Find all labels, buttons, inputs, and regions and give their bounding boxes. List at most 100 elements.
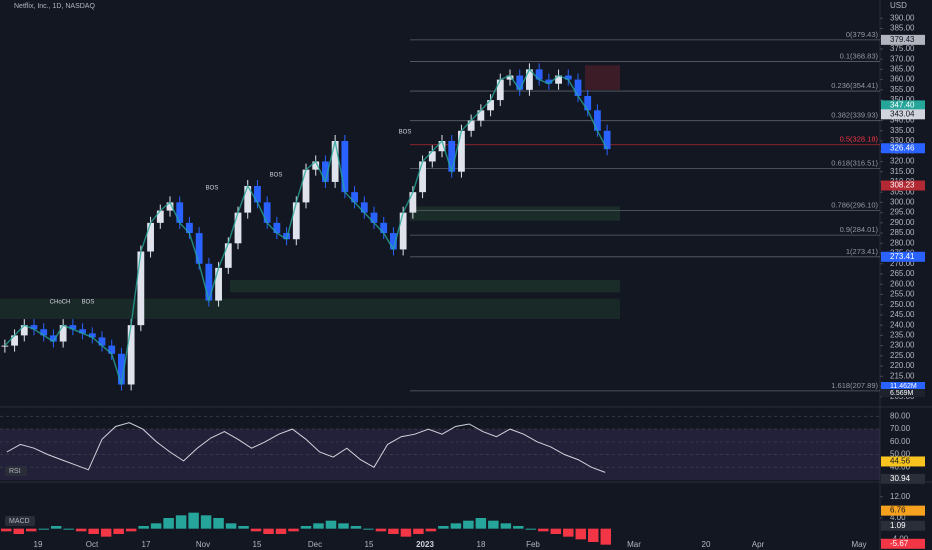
- candle: [1, 345, 9, 347]
- y-tick-label: 375.00: [890, 44, 915, 53]
- y-tick-label: 260.00: [890, 279, 915, 288]
- y-tick-label: 365.00: [890, 64, 915, 73]
- candle: [215, 267, 222, 301]
- rsi-line: [6, 422, 606, 473]
- macd-bar: [513, 526, 524, 529]
- candle: [186, 222, 193, 234]
- candle: [234, 212, 242, 244]
- macd-bar: [175, 515, 187, 529]
- candle: [88, 333, 96, 338]
- candle: [98, 337, 106, 346]
- candle: [526, 69, 533, 90]
- macd-bar: [63, 528, 74, 530]
- volume-tag-label: 6.569M: [890, 390, 914, 397]
- y-tick-label: 335.00: [890, 126, 915, 135]
- candle: [370, 212, 378, 223]
- candle: [448, 141, 456, 172]
- macd-bar: [275, 528, 287, 534]
- fib-label: 1(273.41): [846, 247, 879, 256]
- macd-bar: [138, 526, 149, 529]
- x-tick-label: Dec: [308, 540, 322, 549]
- volume-tag: [881, 389, 925, 397]
- macd-bar: [163, 518, 174, 529]
- volume-tag-label: 11.462M: [890, 383, 917, 390]
- y-tick-label: 80.00: [890, 411, 911, 420]
- candle: [584, 95, 592, 111]
- candle: [108, 345, 116, 354]
- macd-bar: [375, 528, 387, 532]
- y-tick-label: 290.00: [890, 218, 915, 227]
- structure-label: BOS: [270, 173, 283, 179]
- y-tick-label: 355.00: [890, 85, 915, 94]
- macd-bar: [550, 528, 562, 534]
- y-tick-label: 60.00: [890, 437, 911, 446]
- macd-bar: [388, 528, 399, 534]
- x-tick-label: 17: [142, 540, 151, 549]
- candle: [176, 202, 184, 223]
- macd-bar: [313, 523, 324, 529]
- candle: [545, 79, 553, 84]
- macd-bar: [588, 528, 599, 542]
- macd-bar: [288, 528, 299, 532]
- y-tick-label: 70.00: [890, 424, 911, 433]
- candle: [487, 100, 494, 111]
- supply-zone: [585, 65, 620, 90]
- candle: [322, 161, 329, 182]
- rsi-tag-label: 30.94: [890, 474, 911, 483]
- pane-label: RSI: [9, 468, 21, 475]
- y-tick-label: 330.00: [890, 136, 915, 145]
- macd-bar: [238, 526, 249, 529]
- fib-label: 0.5(328.18): [840, 135, 879, 144]
- candle: [69, 325, 77, 330]
- candle: [399, 212, 407, 250]
- price-tag-label: 326.46: [890, 143, 915, 152]
- y-tick-label: 385.00: [890, 24, 915, 33]
- macd-bar: [500, 523, 512, 529]
- candle: [341, 141, 349, 193]
- fib-label: 0.9(284.01): [840, 225, 879, 234]
- pane-label-box: [5, 516, 35, 526]
- macd-bar: [413, 528, 424, 534]
- price-tag: [881, 251, 925, 262]
- y-tick-label: 12.00: [890, 492, 911, 501]
- macd-bar: [1, 528, 12, 532]
- x-tick-label: Apr: [752, 540, 765, 549]
- candle: [166, 202, 174, 211]
- y-tick-label: 240.00: [890, 320, 915, 329]
- macd-bar: [350, 526, 362, 529]
- y-tick-label: 255.00: [890, 290, 915, 299]
- macd-bar: [300, 526, 312, 529]
- y-tick-label: 340.00: [890, 116, 915, 125]
- macd-bar: [325, 520, 337, 529]
- price-tag: [881, 109, 925, 120]
- x-tick-label: Nov: [196, 540, 210, 549]
- candle: [516, 75, 524, 90]
- volume-tag: [881, 382, 925, 390]
- candle: [11, 335, 18, 346]
- structure-label: BOS: [82, 300, 95, 306]
- candle: [263, 202, 271, 223]
- y-tick-label: 300.00: [890, 197, 915, 206]
- x-tick-label: Feb: [526, 540, 540, 549]
- macd-bar: [13, 528, 24, 534]
- y-tick-label: 265.00: [890, 269, 915, 278]
- pane-label: MACD: [9, 518, 30, 525]
- candle: [564, 75, 572, 80]
- y-tick-label: 315.00: [890, 167, 915, 176]
- candle: [302, 169, 310, 203]
- pane-label-box: [5, 466, 27, 476]
- chart-title: Netflix, Inc., 1D, NASDAQ: [14, 3, 95, 10]
- rsi-tag: [881, 473, 925, 484]
- x-tick-label: Mar: [627, 540, 641, 549]
- candle: [496, 79, 504, 101]
- y-tick-label: 40.00: [890, 462, 911, 471]
- candle: [224, 243, 232, 268]
- macd-bar: [263, 528, 274, 534]
- macd-tag-label: -5.67: [890, 539, 909, 548]
- candle: [351, 192, 358, 203]
- y-tick-label: 230.00: [890, 341, 915, 350]
- candle: [254, 186, 261, 203]
- macd-bar: [225, 523, 237, 529]
- candle: [147, 222, 154, 252]
- candle: [535, 69, 543, 80]
